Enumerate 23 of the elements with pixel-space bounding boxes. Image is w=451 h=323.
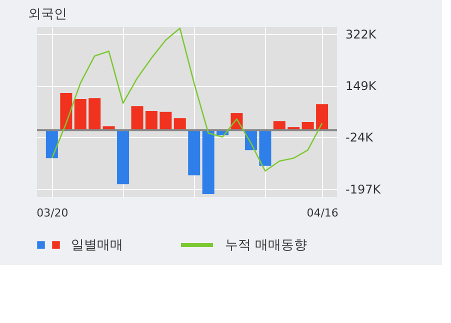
x-tick-label: 04/16 — [306, 206, 338, 220]
bar — [174, 118, 186, 130]
bar — [88, 98, 101, 130]
line-series — [51, 28, 323, 172]
bar — [259, 130, 272, 166]
bar — [60, 93, 72, 130]
legend-label: 일별매매 — [71, 238, 123, 253]
legend-label: 누적 매매동향 — [225, 238, 308, 253]
bar — [202, 130, 214, 194]
y-tick-label: 149K — [346, 79, 378, 94]
y-tick-label: 322K — [346, 27, 378, 42]
chart-title: 외국인 — [28, 7, 67, 22]
bar — [188, 130, 200, 176]
y-tick-label: -197K — [346, 182, 382, 196]
x-tick-label: 03/20 — [36, 206, 68, 220]
bar — [316, 104, 328, 130]
bar — [160, 112, 172, 130]
bar — [46, 130, 58, 158]
bar — [117, 130, 130, 184]
bar — [145, 110, 158, 130]
y-tick-label: -24K — [346, 130, 374, 145]
bar — [131, 106, 144, 130]
bar — [74, 99, 86, 130]
